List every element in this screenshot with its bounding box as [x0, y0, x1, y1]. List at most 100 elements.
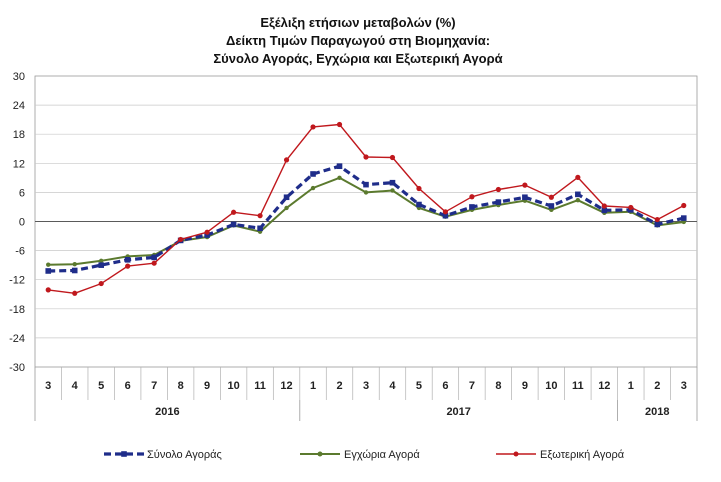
x-tick-label: 10 [545, 380, 557, 392]
y-tick-label: 30 [13, 71, 25, 83]
data-point [284, 205, 289, 211]
data-point [257, 213, 263, 219]
data-point [178, 236, 184, 243]
legend-marker [317, 451, 323, 457]
legend-label: Σύνολο Αγοράς [147, 449, 222, 461]
x-tick-label: 10 [227, 380, 239, 392]
series-layer [45, 121, 687, 296]
y-tick-label: 12 [13, 158, 25, 170]
x-tick-label: 9 [522, 380, 528, 392]
y-tick-label: 24 [13, 100, 25, 112]
y-tick-label: -24 [9, 333, 25, 345]
data-point [628, 204, 634, 211]
legend-label: Εξωτερική Αγορά [540, 449, 625, 461]
x-tick-label: 7 [151, 380, 157, 392]
y-tick-label: -18 [9, 304, 25, 316]
data-point [654, 221, 661, 228]
data-point [495, 199, 502, 205]
data-point [601, 203, 607, 209]
data-point [363, 181, 369, 188]
data-point [575, 191, 581, 198]
data-point [337, 175, 342, 181]
data-point [416, 201, 422, 208]
data-point [495, 186, 501, 193]
x-tick-label: 9 [204, 380, 210, 392]
data-point [310, 124, 316, 130]
data-point [522, 182, 528, 188]
y-tick-label: -12 [9, 275, 25, 287]
data-point [72, 261, 77, 267]
x-tick-label: 11 [572, 380, 584, 392]
y-tick-label: 6 [19, 187, 25, 199]
data-point [257, 225, 263, 232]
data-point [442, 209, 449, 215]
data-point [469, 204, 475, 210]
data-point [204, 229, 210, 235]
data-point [310, 171, 316, 177]
legend-label: Εγχώρια Αγορά [344, 449, 420, 461]
x-tick-label: 6 [125, 380, 131, 392]
x-tick-label: 3 [681, 380, 687, 392]
chart-title-line-2: Δείκτη Τιμών Παραγωγού στη Βιομηχανία: [226, 33, 490, 48]
data-point [680, 215, 687, 221]
x-tick-label: 3 [45, 380, 51, 392]
data-point [230, 221, 237, 228]
data-point [336, 163, 343, 170]
year-label: 2017 [446, 406, 470, 418]
data-point [98, 280, 104, 287]
data-point [283, 157, 290, 163]
data-point [99, 258, 104, 263]
data-point [45, 268, 52, 274]
x-tick-label: 8 [495, 380, 501, 392]
data-point [522, 194, 528, 201]
data-point [363, 154, 369, 160]
data-point [681, 202, 687, 209]
data-point [283, 194, 290, 201]
data-point [310, 185, 316, 191]
chart-title: Εξέλιξη ετήσιων μεταβολών (%) Δείκτη Τιμ… [213, 15, 502, 66]
x-tick-label: 5 [416, 380, 422, 392]
y-tick-label: -6 [15, 246, 25, 258]
data-point [389, 179, 396, 186]
data-point [389, 154, 396, 161]
data-point [125, 263, 131, 269]
x-tick-label: 8 [178, 380, 184, 392]
x-tick-label: 1 [628, 380, 634, 392]
legend: Σύνολο Αγοράς Εγχώρια Αγορά Εξωτερική Αγορ… [104, 449, 625, 461]
data-point [151, 260, 157, 266]
data-point [98, 262, 104, 268]
x-tick-label: 12 [598, 380, 610, 392]
data-point [45, 287, 51, 293]
x-tick-label: 6 [442, 380, 448, 392]
legend-marker [121, 451, 127, 457]
data-point [548, 203, 555, 209]
data-point [654, 216, 660, 223]
data-point [363, 190, 369, 195]
data-point [72, 290, 78, 296]
year-label: 2016 [155, 406, 179, 418]
plot-area [34, 75, 698, 368]
x-tick-label: 7 [469, 380, 475, 392]
data-point [601, 207, 608, 214]
data-point [548, 194, 554, 200]
chart-title-line-3: Σύνολο Αγοράς, Εγχώρια και Εξωτερική Αγο… [213, 51, 502, 66]
data-point [469, 194, 475, 200]
y-tick-label: 18 [13, 129, 25, 141]
data-point [416, 185, 422, 192]
x-tick-label: 12 [280, 380, 292, 392]
x-tick-label: 2 [336, 380, 342, 392]
x-tick-label: 4 [389, 380, 396, 392]
legend-marker [513, 451, 519, 457]
chart-title-line-1: Εξέλιξη ετήσιων μεταβολών (%) [260, 15, 455, 30]
data-point [124, 257, 131, 263]
data-point [46, 262, 51, 267]
x-tick-label: 5 [98, 380, 104, 392]
data-point [336, 121, 343, 128]
y-axis: 30 24 18 12 6 0 -6 -12 -18 -24 -30 [9, 71, 25, 374]
x-tick-label: 2 [654, 380, 660, 392]
data-point [442, 212, 449, 219]
x-tick-label: 1 [310, 380, 316, 392]
data-point [575, 174, 581, 180]
series-line [48, 123, 685, 294]
